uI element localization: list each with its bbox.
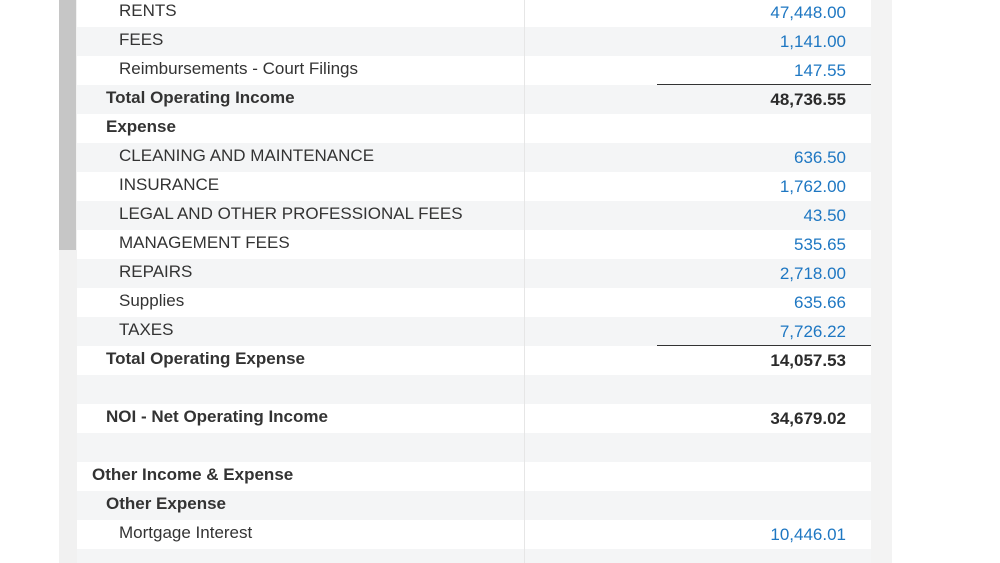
report-row-rents: RENTS 47,448.00 bbox=[77, 0, 871, 27]
amount-link[interactable]: 635.66 bbox=[794, 293, 846, 312]
amount-link[interactable]: 1,141.00 bbox=[779, 32, 846, 51]
report-row-total-operating-income: Total Operating Income 48,736.55 bbox=[77, 85, 871, 114]
total-label: Total Operating Income bbox=[106, 88, 295, 107]
subtotal-rule bbox=[657, 345, 871, 346]
section-header: Other Income & Expense bbox=[92, 465, 294, 484]
account-label: FEES bbox=[119, 30, 164, 49]
total-amount: 14,057.53 bbox=[770, 351, 846, 370]
report-row-taxes: TAXES 7,726.22 bbox=[77, 317, 871, 346]
total-amount: 48,736.55 bbox=[770, 90, 846, 109]
profit-loss-report: RENTS 47,448.00 FEES 1,141.00 Reimbursem… bbox=[77, 0, 871, 563]
report-row-reimbursements: Reimbursements - Court Filings 147.55 bbox=[77, 56, 871, 85]
report-row-other-income-expense: Other Income & Expense bbox=[77, 462, 871, 491]
account-label: REPAIRS bbox=[119, 262, 193, 281]
account-label: CLEANING AND MAINTENANCE bbox=[119, 146, 375, 165]
amount-link[interactable]: 2,718.00 bbox=[779, 264, 846, 283]
scrollbar-thumb[interactable] bbox=[59, 0, 76, 250]
report-row-other-expense: Other Expense bbox=[77, 491, 871, 520]
report-row-cleaning: CLEANING AND MAINTENANCE 636.50 bbox=[77, 143, 871, 172]
report-row-legal: LEGAL AND OTHER PROFESSIONAL FEES 43.50 bbox=[77, 201, 871, 230]
report-row-repairs: REPAIRS 2,718.00 bbox=[77, 259, 871, 288]
account-label: Reimbursements - Court Filings bbox=[119, 59, 359, 78]
total-label: NOI - Net Operating Income bbox=[106, 407, 328, 426]
amount-link[interactable]: 7,726.22 bbox=[779, 322, 846, 341]
account-label: MANAGEMENT FEES bbox=[119, 233, 290, 252]
account-label: Mortgage Interest bbox=[119, 523, 253, 542]
amount-link[interactable]: 10,446.01 bbox=[770, 525, 846, 544]
amount-link[interactable]: 47,448.00 bbox=[770, 3, 846, 22]
report-row-supplies: Supplies 635.66 bbox=[77, 288, 871, 317]
account-label: LEGAL AND OTHER PROFESSIONAL FEES bbox=[119, 204, 463, 223]
report-row-noi: NOI - Net Operating Income 34,679.02 bbox=[77, 404, 871, 433]
report-row-cut-off bbox=[77, 549, 871, 563]
right-panel-margin bbox=[871, 0, 892, 563]
amount-link[interactable]: 43.50 bbox=[803, 206, 846, 225]
total-label: Total Operating Expense bbox=[106, 349, 306, 368]
report-row-management: MANAGEMENT FEES 535.65 bbox=[77, 230, 871, 259]
report-row-spacer bbox=[77, 433, 871, 462]
report-row-spacer bbox=[77, 375, 871, 404]
column-divider bbox=[524, 0, 525, 563]
total-amount: 34,679.02 bbox=[770, 409, 846, 428]
report-row-fees: FEES 1,141.00 bbox=[77, 27, 871, 56]
amount-link[interactable]: 636.50 bbox=[794, 148, 846, 167]
report-row-expense-header: Expense bbox=[77, 114, 871, 143]
account-label: Supplies bbox=[119, 291, 185, 310]
amount-link[interactable]: 147.55 bbox=[794, 61, 846, 80]
account-label: INSURANCE bbox=[119, 175, 220, 194]
account-label: RENTS bbox=[119, 1, 177, 20]
account-label: TAXES bbox=[119, 320, 174, 339]
subtotal-rule bbox=[657, 84, 871, 85]
report-row-mortgage-interest: Mortgage Interest 10,446.01 bbox=[77, 520, 871, 549]
amount-link[interactable]: 1,762.00 bbox=[779, 177, 846, 196]
section-header: Expense bbox=[106, 117, 176, 136]
report-row-total-operating-expense: Total Operating Expense 14,057.53 bbox=[77, 346, 871, 375]
amount-link[interactable]: 535.65 bbox=[794, 235, 846, 254]
report-row-insurance: INSURANCE 1,762.00 bbox=[77, 172, 871, 201]
section-header: Other Expense bbox=[106, 494, 226, 513]
